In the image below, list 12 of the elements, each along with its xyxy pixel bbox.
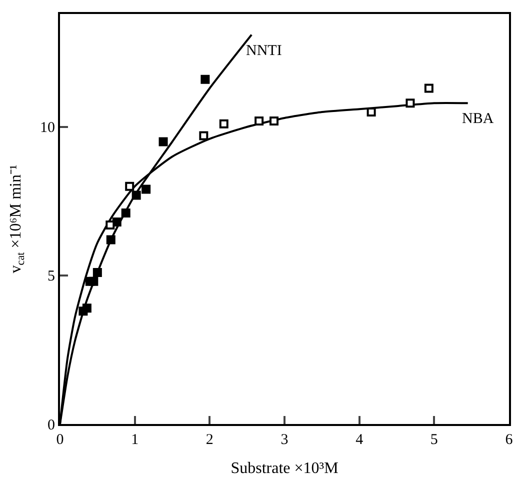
series-label: NNTI <box>246 43 282 59</box>
series-label: NBA <box>462 111 494 127</box>
x-tick-label: 1 <box>131 432 139 448</box>
x-tick-label: 4 <box>356 432 364 448</box>
x-tick-label: 5 <box>430 432 438 448</box>
y-tick-label: 5 <box>48 268 55 285</box>
x-tick-label: 6 <box>505 432 514 448</box>
x-tick-label: 2 <box>206 432 214 448</box>
x-tick-label: 3 <box>280 432 288 448</box>
y-tick-label: 0 <box>48 417 55 434</box>
x-axis-title: Substrate ×10³M <box>230 460 338 478</box>
y-tick-label: 10 <box>40 120 55 136</box>
